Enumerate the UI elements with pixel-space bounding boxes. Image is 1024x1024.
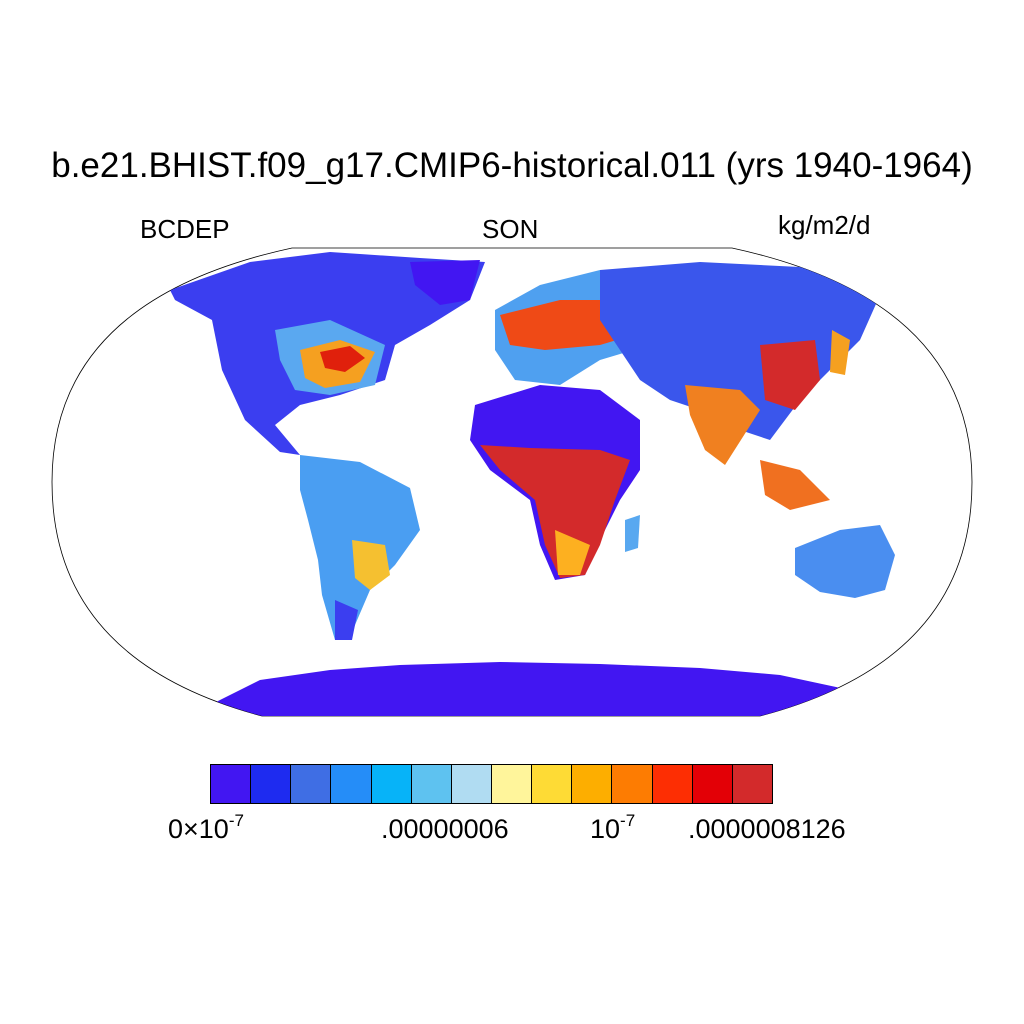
australia xyxy=(795,525,895,598)
colorbar-box-11 xyxy=(652,765,693,803)
tick-label-3: .0000008126 xyxy=(688,814,846,844)
africa-edge xyxy=(555,530,590,575)
africa-hotspot xyxy=(480,445,630,578)
south-america-tip xyxy=(335,600,358,640)
colorbar-box-2 xyxy=(291,765,332,803)
colorbar-box-13 xyxy=(732,765,772,803)
antarctica xyxy=(200,662,900,716)
tick-label-1: .00000006 xyxy=(381,814,509,844)
asia xyxy=(600,262,880,440)
colorbar-box-12 xyxy=(692,765,733,803)
colorbar-box-5 xyxy=(411,765,452,803)
colorbar-box-10 xyxy=(612,765,653,803)
tick-label-2: 10-7 xyxy=(590,811,636,844)
south-america-hotspot xyxy=(352,540,390,590)
map-title: b.e21.BHIST.f09_g17.CMIP6-historical.011… xyxy=(51,146,973,185)
southeast-asia xyxy=(760,460,830,510)
tick-label-0: 0×10-7 xyxy=(168,811,244,844)
colorbar-box-3 xyxy=(331,765,372,803)
colorbar-box-8 xyxy=(532,765,573,803)
japan xyxy=(830,330,850,375)
units-label: kg/m2/d xyxy=(778,210,871,240)
colorbar-box-7 xyxy=(491,765,533,803)
south-asia-hotspot xyxy=(685,385,760,465)
colorbar-box-6 xyxy=(451,765,492,803)
season-label: SON xyxy=(482,214,539,244)
colorbar-box-9 xyxy=(572,765,613,803)
colorbar-box-1 xyxy=(251,765,292,803)
east-asia-hotspot xyxy=(760,340,820,410)
north-america-core xyxy=(320,346,365,372)
variable-label: BCDEP xyxy=(140,214,230,244)
madagascar xyxy=(625,515,640,552)
colorbar xyxy=(210,764,773,804)
greenland xyxy=(410,260,480,305)
colorbar-box-0 xyxy=(211,765,252,803)
colorbar-box-4 xyxy=(371,765,412,803)
